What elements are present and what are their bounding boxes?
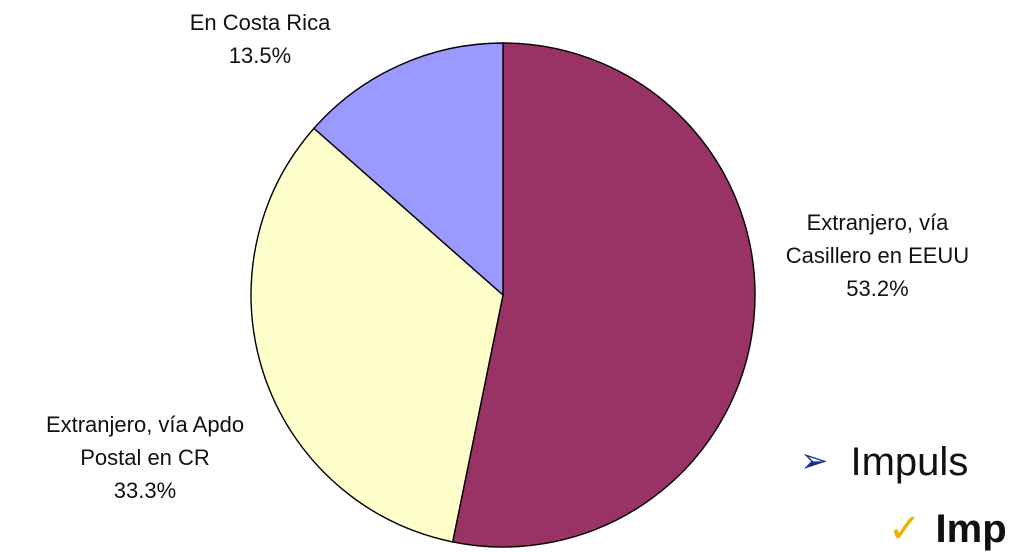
slice-casillero: [451, 42, 756, 548]
label-costa-rica-name: En Costa Rica: [189, 10, 331, 35]
bullet-sub-text: Imp: [935, 507, 1007, 551]
bullet-sub: ✓ Imp: [888, 506, 1007, 552]
label-casillero-line1: Extranjero, vía: [806, 210, 949, 235]
bullet-main-text: Impuls: [850, 440, 969, 484]
label-casillero-pct: 53.2%: [846, 276, 909, 301]
slice-apdo: [250, 127, 504, 543]
label-apdo: Extranjero, vía Apdo Postal en CR 33.3%: [5, 408, 285, 507]
slice-costa-rica: [312, 42, 504, 297]
label-casillero: Extranjero, vía Casillero en EEUU 53.2%: [745, 206, 1010, 305]
label-casillero-line2: Casillero en EEUU: [785, 243, 970, 268]
label-apdo-line1: Extranjero, vía Apdo: [45, 412, 245, 437]
arrow-bullet-icon: ➢: [800, 442, 829, 480]
label-costa-rica: En Costa Rica 13.5%: [155, 6, 365, 72]
label-apdo-pct: 33.3%: [113, 478, 177, 503]
label-apdo-line2: Postal en CR: [80, 445, 210, 470]
checkmark-icon: ✓: [888, 507, 922, 551]
bullet-main: ➢ Impuls: [800, 440, 968, 485]
label-costa-rica-pct: 13.5%: [228, 43, 292, 68]
